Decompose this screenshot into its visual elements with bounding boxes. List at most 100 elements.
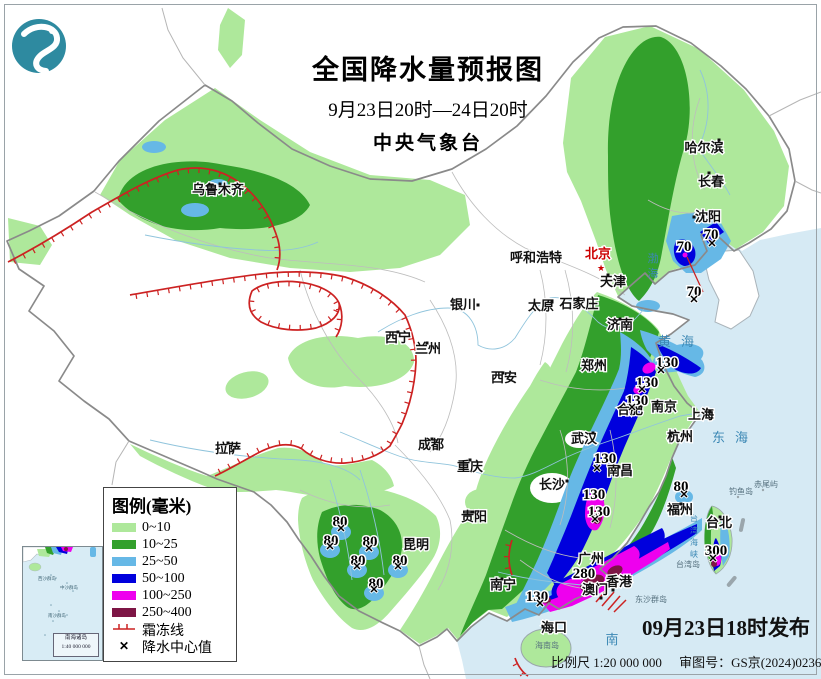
sea-area: [457, 228, 821, 679]
city-dot: [591, 431, 595, 435]
precip-value: 130: [636, 375, 659, 391]
city-dot: [639, 404, 643, 408]
city-label: 天津: [600, 274, 626, 289]
inset-name: 南海诸岛: [64, 635, 87, 641]
city-dot: [476, 303, 480, 307]
city-label: 台北: [706, 515, 732, 530]
legend-item: 50~100: [112, 570, 228, 587]
precip-value: 70: [687, 284, 702, 300]
map-scale: 比例尺 1:20 000 000: [551, 655, 662, 670]
rivers: [144, 69, 731, 587]
city-label: 石家庄: [558, 296, 598, 311]
precip-dark-maroon: [541, 510, 717, 604]
city-label: 上海: [688, 407, 714, 422]
svg-text:台湾岛: 台湾岛: [676, 559, 700, 569]
city-label: 兰州: [415, 341, 441, 356]
city-dot: [541, 625, 545, 629]
precip-center-x: ✕: [325, 541, 334, 553]
city-dot: [550, 300, 554, 304]
precip-center-x: ✕: [656, 365, 665, 377]
city-label: 北京: [585, 246, 611, 261]
precip-center-x: ✕: [352, 561, 361, 573]
island-marks: [726, 488, 765, 587]
city-label: 重庆: [457, 459, 483, 474]
svg-text:海: 海: [690, 537, 708, 547]
precip-center-x: ✕: [364, 543, 373, 555]
legend-swatch: [112, 591, 136, 600]
precip-value: 80: [324, 533, 339, 549]
city-label: 西宁: [385, 330, 411, 345]
south-china-sea-inset: 西沙群岛 中沙群岛 南沙群岛 南海诸岛 1:40 000 000: [22, 546, 103, 661]
svg-text:峡: 峡: [690, 549, 708, 559]
legend-swatch: [112, 540, 136, 549]
city-dot: [226, 441, 230, 445]
precip-value: 80: [369, 576, 384, 592]
city-dot: [425, 341, 429, 345]
city-label: 哈尔滨: [684, 140, 723, 155]
city-label: 南京: [651, 399, 677, 414]
forecast-period: 9月23日20时—24日20时: [328, 100, 528, 121]
svg-text:海: 海: [648, 266, 669, 280]
precip-center-x: ✕: [679, 489, 688, 501]
precip-value: 130: [594, 451, 617, 467]
city-label: 沈阳: [695, 209, 721, 224]
city-dot: [565, 479, 569, 483]
precip-value: 130: [588, 504, 611, 520]
city-dot: [692, 215, 696, 219]
precip-value: 80: [333, 514, 348, 530]
svg-text:台: 台: [690, 513, 708, 523]
map-meta: 比例尺 1:20 000 000 审图号：GS京(2024)0236号: [551, 652, 821, 671]
city-label: 成都: [418, 437, 444, 452]
legend-range-label: 100~250: [142, 587, 192, 603]
city-label: 广州: [578, 551, 604, 566]
frost-lines: [7, 167, 529, 677]
precip-center-marks: ✕✕✕✕✕✕✕✕✕✕✕✕ ✕✕ ✕✕: [325, 237, 719, 611]
publish-time: 09月23日18时发布: [642, 616, 810, 640]
city-label: 贵阳: [461, 509, 487, 524]
svg-text:南沙群岛: 南沙群岛: [48, 612, 66, 619]
legend-frost-row: 霜冻线: [112, 621, 228, 639]
city-dot: [468, 458, 472, 462]
legend-rows: 0~10 10~25 25~50 50~100 100~250 250~400: [112, 519, 228, 621]
legend-range-label: 50~100: [142, 570, 185, 586]
title-block: 全国降水量预报图 9月23日20时—24日20时 中央气象台: [277, 48, 579, 155]
legend-title: 图例(毫米): [112, 497, 192, 516]
city-dot: [606, 273, 610, 277]
precip-value: 80: [393, 553, 408, 569]
precip-value: 80: [351, 553, 366, 569]
legend-range-label: 25~50: [142, 553, 178, 569]
legend-item: 0~10: [112, 519, 228, 536]
province-borders: [94, 97, 706, 591]
city-dot: [396, 330, 400, 334]
svg-text:海南岛: 海南岛: [535, 640, 559, 650]
precip-value: 300: [705, 543, 728, 559]
cma-logo: [12, 19, 66, 74]
city-label: 呼和浩特: [510, 250, 562, 265]
korea-landmass: [704, 249, 760, 330]
svg-text:东海: 东海: [712, 430, 758, 445]
city-label: 长春: [698, 174, 725, 189]
legend-frost-label: 霜冻线: [142, 623, 184, 639]
precip-value: 280: [573, 566, 596, 582]
china-border: [6, 25, 796, 647]
city-dot: [218, 182, 222, 186]
legend-swatch: [112, 574, 136, 583]
city-dot: [670, 431, 674, 435]
city-dot: [654, 402, 658, 406]
precip-value: 80: [363, 534, 378, 550]
city-dot: [708, 410, 712, 414]
city-dot: [500, 577, 504, 581]
svg-text:西沙群岛: 西沙群岛: [38, 575, 56, 582]
svg-text:湾: 湾: [690, 525, 708, 535]
city-label: 南宁: [490, 577, 516, 592]
city-dot: [501, 371, 505, 375]
legend-swatch: [112, 557, 136, 566]
city-label: 济南: [607, 317, 633, 332]
precip-center-x: ✕: [689, 294, 698, 306]
precip-value: 130: [626, 393, 649, 409]
map-title: 全国降水量预报图: [312, 55, 544, 85]
svg-text:渤: 渤: [648, 252, 669, 265]
precip-value: 70: [677, 239, 692, 255]
